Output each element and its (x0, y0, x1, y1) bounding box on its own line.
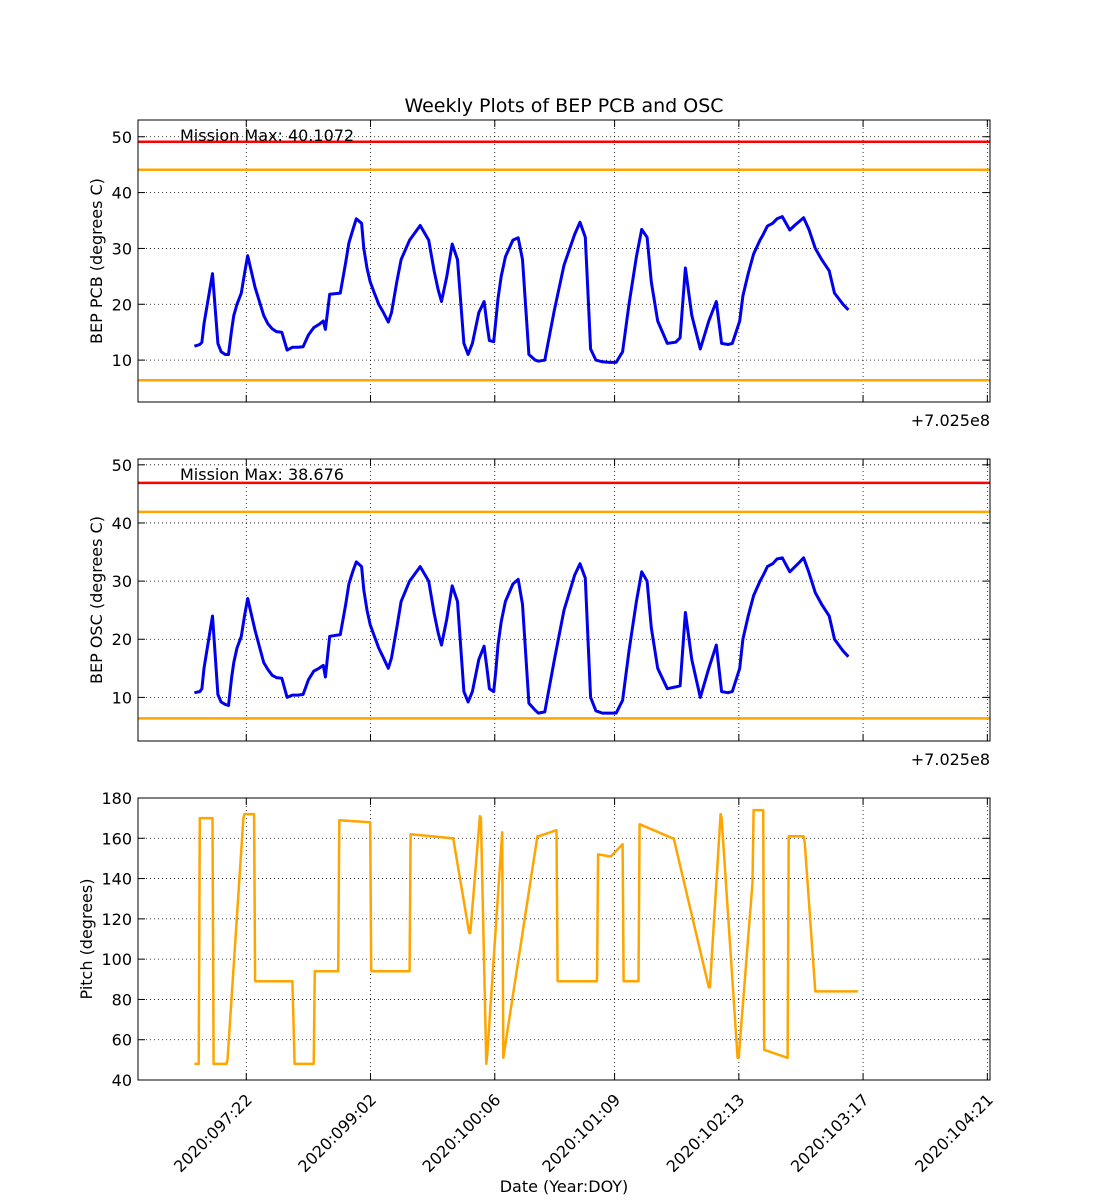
mission-max-annotation: Mission Max: 40.1072 (180, 126, 354, 145)
y-tick-label: 50 (112, 128, 132, 147)
x-offset-label: +7.025e8 (911, 750, 990, 769)
mission-max-annotation: Mission Max: 38.676 (180, 465, 344, 484)
chart-panel-3: 40 60 80 100 120 140 160 180 Pitch (degrees) 2020… (77, 789, 997, 1176)
x-tick-label: 2020:104:21 (911, 1090, 997, 1176)
x-offset-label: +7.025e8 (911, 411, 990, 430)
x-tick-label: 2020:097:22 (170, 1090, 256, 1176)
y-tick-label: 30 (112, 572, 132, 591)
y-tick-label: 180 (101, 789, 132, 808)
y-tick-label: 30 (112, 239, 132, 258)
chart-panel-1: 10 20 30 40 50 BEP PCB (degrees C) Mission Max… (87, 119, 991, 430)
chart-panel-2: 10 20 30 40 50 BEP OSC (degrees C) Mission Max… (87, 456, 991, 769)
y-tick-label: 60 (112, 1031, 132, 1050)
y-axis-label: BEP OSC (degrees C) (87, 516, 106, 684)
y-tick-label: 10 (112, 688, 132, 707)
x-tick-label: 2020:101:09 (538, 1090, 624, 1176)
series-line (194, 808, 858, 1066)
y-tick-label: 40 (112, 514, 132, 533)
series-line (194, 556, 850, 715)
x-tick-label: 2020:100:06 (419, 1090, 505, 1176)
y-tick-label: 20 (112, 630, 132, 649)
series-line (193, 215, 850, 364)
y-tick-label: 120 (101, 910, 132, 929)
y-tick-label: 140 (101, 870, 132, 889)
x-tick-label: 2020:099:02 (294, 1090, 380, 1176)
plot-frame (137, 797, 991, 1081)
y-tick-label: 20 (112, 295, 132, 314)
y-tick-label: 40 (112, 184, 132, 203)
chart-panels: 10 20 30 40 50 BEP PCB (degrees C) Mission Max… (77, 119, 997, 1176)
x-tick-label: 2020:103:17 (787, 1090, 873, 1176)
figure-title: Weekly Plots of BEP PCB and OSC (404, 95, 723, 117)
plot-frame (137, 119, 991, 403)
y-axis-label: Pitch (degrees) (77, 879, 96, 1000)
x-tick-label: 2020:102:13 (663, 1090, 749, 1176)
y-tick-label: 160 (101, 829, 132, 848)
y-tick-label: 40 (112, 1071, 132, 1090)
x-axis-label: Date (Year:DOY) (500, 1177, 629, 1196)
y-tick-label: 100 (101, 950, 132, 969)
y-axis-label: BEP PCB (degrees C) (87, 178, 106, 344)
y-tick-label: 80 (112, 990, 132, 1009)
y-tick-label: 10 (112, 351, 132, 370)
plot-frame (137, 458, 991, 742)
y-tick-label: 50 (112, 456, 132, 475)
